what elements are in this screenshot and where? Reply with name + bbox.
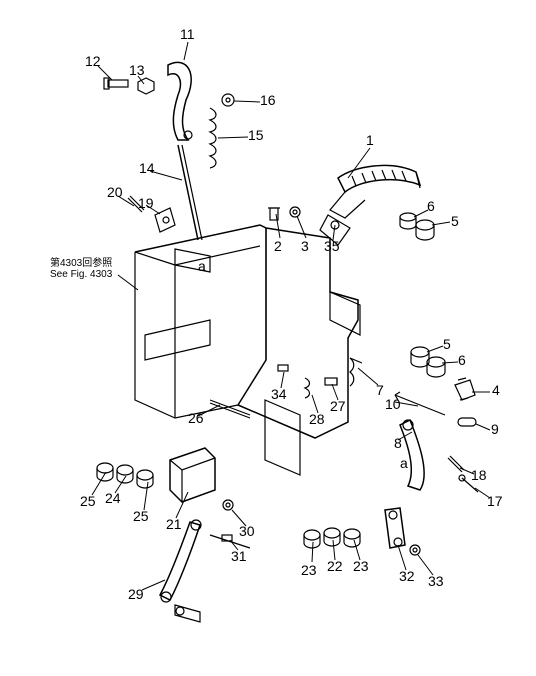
callout-24: 24 <box>105 490 121 506</box>
bolt-12 <box>104 78 128 89</box>
ref-note-line2: See Fig. 4303 <box>50 269 112 280</box>
housing-body <box>135 225 360 475</box>
callout-6: 6 <box>427 198 435 214</box>
bushing-23b <box>344 529 360 547</box>
bushing-25b <box>137 470 153 488</box>
callout-28: 28 <box>309 411 325 427</box>
bushing-24 <box>117 465 133 483</box>
callout-13: 13 <box>129 62 145 78</box>
callout-25b: 25 <box>133 508 149 524</box>
callout-19: 19 <box>138 195 154 211</box>
ref-note-line1: 第4303回参照 <box>50 258 112 269</box>
callout-6b: 6 <box>458 352 466 368</box>
spring-7 <box>350 358 362 386</box>
bolt-27 <box>325 378 337 385</box>
spring-15 <box>210 108 216 168</box>
callout-35: 35 <box>324 238 340 254</box>
callout-31: 31 <box>231 548 247 564</box>
callout-5: 5 <box>451 213 459 229</box>
callout-10: 10 <box>385 396 401 412</box>
callout-16: 16 <box>260 92 276 108</box>
callout-33: 33 <box>428 573 444 589</box>
callout-8: 8 <box>394 435 402 451</box>
callout-15: 15 <box>248 127 264 143</box>
leader-lines <box>92 42 490 590</box>
rod-14 <box>178 145 202 240</box>
bushing-5-upper <box>416 220 434 240</box>
callout-5b: 5 <box>443 336 451 352</box>
callout-23b: 23 <box>353 558 369 574</box>
callout-4: 4 <box>492 382 500 398</box>
callout-7: 7 <box>376 382 384 398</box>
cotter-18 <box>448 456 464 472</box>
washer-16 <box>222 94 234 106</box>
fitting-4 <box>455 378 475 400</box>
bolt-2 <box>268 208 280 220</box>
mark-a-lower: a <box>400 455 408 471</box>
callout-20: 20 <box>107 184 123 200</box>
callout-34: 34 <box>271 386 287 402</box>
callout-23: 23 <box>301 562 317 578</box>
callout-9: 9 <box>491 421 499 437</box>
callout-1: 1 <box>366 132 374 148</box>
callout-25: 25 <box>80 493 96 509</box>
callout-2: 2 <box>274 238 282 254</box>
lever-29 <box>160 520 201 602</box>
callout-22: 22 <box>327 558 343 574</box>
ref-note: 第4303回参照 See Fig. 4303 <box>50 258 112 280</box>
callout-27: 27 <box>330 398 346 414</box>
bushing-23a <box>304 530 320 548</box>
lever-11 <box>168 62 192 140</box>
bolt-33 <box>410 545 420 555</box>
callout-18: 18 <box>471 467 487 483</box>
bolt-30 <box>223 500 233 510</box>
bushing-22 <box>324 528 340 546</box>
bolt-34 <box>278 365 288 371</box>
bushing-5-lower <box>411 347 429 367</box>
pedal-assembly <box>330 165 420 218</box>
joint-link <box>175 605 200 622</box>
pin-9 <box>458 418 476 426</box>
washer-3 <box>290 207 300 217</box>
nut-13 <box>138 78 154 94</box>
mark-a-upper: a <box>198 258 206 274</box>
callout-11: 11 <box>180 26 195 42</box>
block-21 <box>170 448 215 502</box>
spring-28 <box>305 378 310 398</box>
callout-29: 29 <box>128 586 144 602</box>
callout-12: 12 <box>85 53 101 69</box>
lever-32 <box>385 508 405 548</box>
callout-14: 14 <box>139 160 155 176</box>
yoke-19 <box>155 208 175 232</box>
callout-17: 17 <box>487 493 503 509</box>
callout-21: 21 <box>166 516 182 532</box>
bushing-6-upper <box>400 213 416 229</box>
bushing-6-lower <box>427 357 445 377</box>
callout-30: 30 <box>239 523 255 539</box>
bushing-25a <box>97 463 113 481</box>
callout-3: 3 <box>301 238 309 254</box>
callout-26: 26 <box>188 410 204 426</box>
callout-32: 32 <box>399 568 415 584</box>
